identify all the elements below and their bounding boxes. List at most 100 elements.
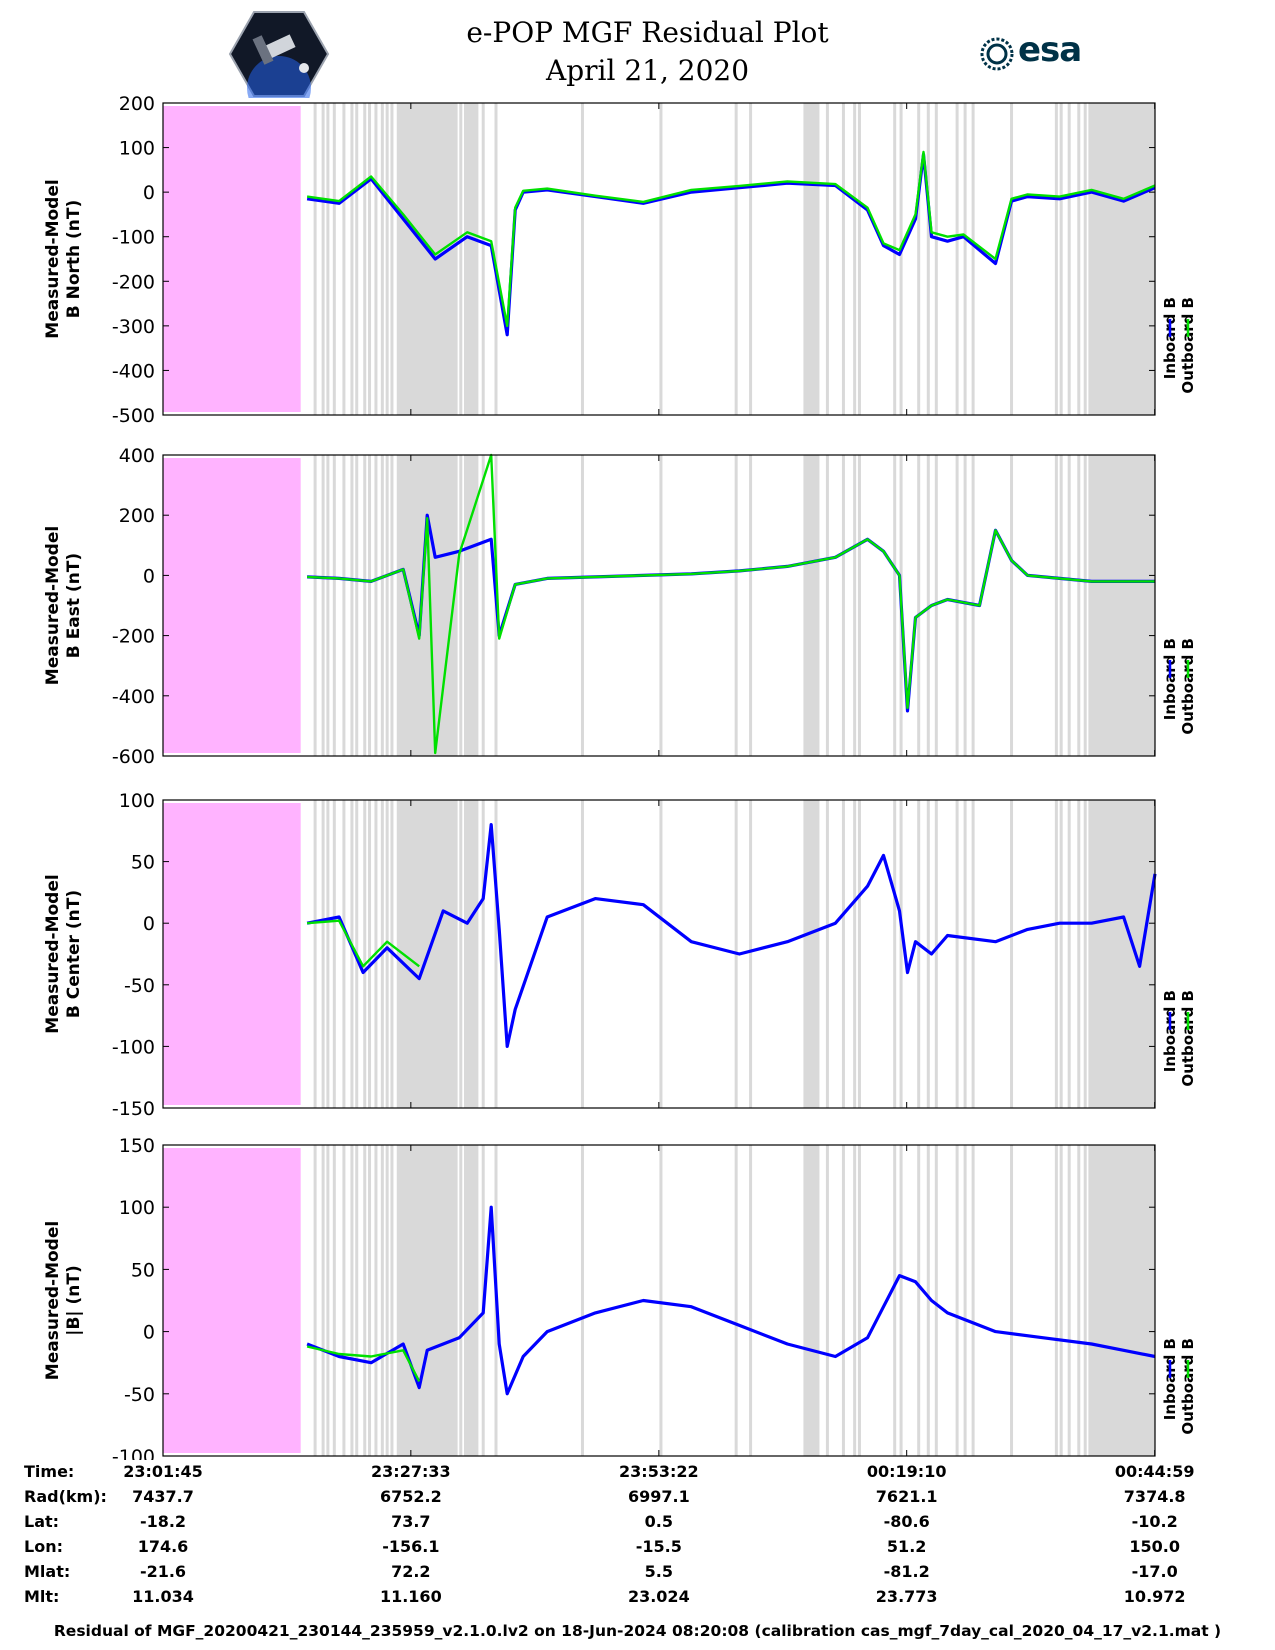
info-row-label: Mlt: xyxy=(24,1587,60,1606)
data-gap-band xyxy=(1088,103,1155,415)
data-gap-band xyxy=(1088,800,1155,1108)
outboard-series-line xyxy=(306,1345,421,1382)
y-tick-label: -500 xyxy=(112,405,155,427)
data-gap-line xyxy=(481,800,485,1108)
legend-inboard-label: Inboard B xyxy=(1161,990,1179,1072)
title-line-2: April 21, 2020 xyxy=(545,54,750,87)
esa-logo-text: esa xyxy=(1018,30,1082,70)
info-cell: 7437.7 xyxy=(132,1487,194,1506)
legend-outboard-label: Outboard B xyxy=(1179,1338,1197,1435)
data-gap-band xyxy=(463,800,479,1108)
info-cell: -17.0 xyxy=(1131,1562,1178,1581)
y-tick-label: 150 xyxy=(119,1135,155,1157)
data-gap-line xyxy=(363,103,367,415)
data-gap-line xyxy=(893,455,897,756)
plot-area xyxy=(163,1145,1155,1456)
data-gap-line xyxy=(385,103,389,415)
no-data-region xyxy=(163,106,301,412)
info-cell: 23:53:22 xyxy=(619,1462,699,1481)
data-gap-line xyxy=(374,455,378,756)
info-cell: -18.2 xyxy=(139,1512,187,1531)
data-gap-line xyxy=(1083,455,1087,756)
info-cell: 00:44:59 xyxy=(1114,1462,1195,1481)
legend-inboard-label: Inboard B xyxy=(1161,1338,1179,1420)
data-gap-line xyxy=(580,800,584,1108)
data-gap-line xyxy=(955,103,959,415)
inboard-series-line xyxy=(306,823,1157,1048)
data-gap-line xyxy=(853,800,857,1108)
data-gap-line xyxy=(459,800,463,1108)
data-gap-line xyxy=(321,1145,325,1456)
data-gap-line xyxy=(368,1145,372,1456)
data-gap-line xyxy=(385,800,389,1108)
data-gap-line xyxy=(363,1145,367,1456)
data-gap-line xyxy=(1067,800,1071,1108)
info-cell: 6752.2 xyxy=(379,1487,442,1506)
data-gap-line xyxy=(332,103,336,415)
data-gap-line xyxy=(857,455,861,756)
data-gap-line xyxy=(809,1145,813,1456)
data-gap-line xyxy=(385,455,389,756)
data-gap-line xyxy=(971,800,975,1108)
data-gap-line xyxy=(825,1145,829,1456)
info-cell: -10.2 xyxy=(1131,1512,1178,1531)
info-cell: 174.6 xyxy=(137,1537,189,1556)
info-cell: 72.2 xyxy=(391,1562,431,1581)
data-gap-line xyxy=(385,1145,389,1456)
data-gap-line xyxy=(390,455,394,756)
data-gap-line xyxy=(1067,455,1071,756)
outboard-series-line xyxy=(307,453,1155,755)
chart-panel-3: 100 50 0 -50 -100 -150 Measured-Model B Center … xyxy=(43,790,1197,1120)
data-gap-line xyxy=(963,1145,967,1456)
y-tick-label: 200 xyxy=(119,93,155,115)
data-gap-line xyxy=(841,800,845,1108)
data-gap-line xyxy=(917,103,921,415)
y-tick-label: -50 xyxy=(124,975,155,997)
data-gap-line xyxy=(749,800,753,1108)
y-axis-label: Measured-Model xyxy=(43,874,63,1033)
data-gap-line xyxy=(363,800,367,1108)
info-cell: 10.972 xyxy=(1123,1587,1186,1606)
data-gap-line xyxy=(580,103,584,415)
data-gap-line xyxy=(321,800,325,1108)
info-cell: -21.6 xyxy=(139,1562,187,1581)
data-gap-line xyxy=(893,800,897,1108)
data-gap-line xyxy=(926,800,930,1108)
data-gap-line xyxy=(313,1145,317,1456)
info-cell: 5.5 xyxy=(644,1562,673,1581)
plot-title: e-POP MGF Residual Plot April 21, 2020 xyxy=(0,14,1275,90)
data-gap-line xyxy=(841,1145,845,1456)
no-data-region xyxy=(163,458,301,753)
data-gap-line xyxy=(809,455,813,756)
data-gap-line xyxy=(326,1145,330,1456)
info-cell: 51.2 xyxy=(886,1537,927,1556)
data-gap-line xyxy=(1067,1145,1071,1456)
data-gap-band xyxy=(463,1145,479,1456)
data-gap-line xyxy=(355,103,359,415)
outboard-series-line xyxy=(307,919,420,968)
data-gap-line xyxy=(350,800,354,1108)
y-axis-label: B North (nT) xyxy=(64,200,84,319)
data-gap-band xyxy=(1088,1145,1155,1456)
data-gap-line xyxy=(494,103,498,415)
y-tick-label: 200 xyxy=(119,505,155,527)
data-gap-line xyxy=(749,1145,753,1456)
data-gap-line xyxy=(841,103,845,415)
data-gap-line xyxy=(494,800,498,1108)
data-gap-line xyxy=(841,455,845,756)
data-gap-line xyxy=(853,1145,857,1456)
info-row-label: Lat: xyxy=(24,1512,60,1531)
data-gap-line xyxy=(1077,800,1081,1108)
data-gap-line xyxy=(1059,1145,1063,1456)
data-gap-line xyxy=(659,455,663,756)
data-gap-line xyxy=(917,800,921,1108)
data-gap-line xyxy=(955,1145,959,1456)
y-tick-label: 0 xyxy=(143,182,155,204)
data-gap-line xyxy=(380,103,384,415)
data-gap-line xyxy=(749,103,753,415)
data-gap-band xyxy=(1088,455,1155,756)
footer-caption: Residual of MGF_20200421_230144_235959_v… xyxy=(53,1622,1222,1640)
data-gap-line xyxy=(342,455,346,756)
data-gap-line xyxy=(355,1145,359,1456)
y-tick-label: 50 xyxy=(131,1259,155,1281)
